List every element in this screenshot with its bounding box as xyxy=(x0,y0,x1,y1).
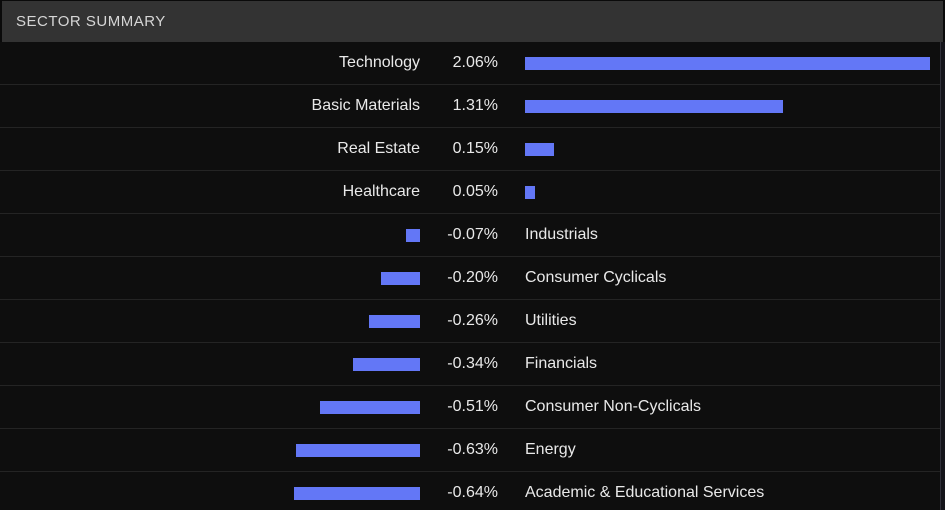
row-right-zone: Industrials xyxy=(525,226,945,244)
sector-row: -0.63% Energy xyxy=(0,429,945,472)
panel-header: SECTOR SUMMARY xyxy=(0,0,945,42)
sector-bar xyxy=(525,142,554,156)
sector-bar xyxy=(369,314,420,328)
sector-label: Basic Materials xyxy=(311,97,420,114)
sector-label: Financials xyxy=(525,355,598,372)
row-right-zone: Utilities xyxy=(525,312,945,330)
sector-value: -0.20% xyxy=(447,269,498,286)
row-left-zone xyxy=(0,228,420,242)
sector-row: -0.51% Consumer Non-Cyclicals xyxy=(0,386,945,429)
sector-bar xyxy=(406,228,420,242)
sector-bar xyxy=(525,185,535,199)
sector-row: -0.07% Industrials xyxy=(0,214,945,257)
row-right-zone xyxy=(525,185,945,199)
sector-row: -0.20% Consumer Cyclicals xyxy=(0,257,945,300)
sector-row: Basic Materials 1.31% xyxy=(0,85,945,128)
sector-label: Consumer Non-Cyclicals xyxy=(525,398,702,415)
row-right-zone: Academic & Educational Services xyxy=(525,484,945,502)
sector-value: -0.64% xyxy=(447,484,498,501)
sector-value: -0.26% xyxy=(447,312,498,329)
sector-bar xyxy=(320,400,420,414)
sector-label: Academic & Educational Services xyxy=(525,484,765,501)
sector-bar xyxy=(381,271,420,285)
sector-label: Utilities xyxy=(525,312,577,329)
sector-value: 0.15% xyxy=(452,140,498,157)
row-right-zone: Consumer Non-Cyclicals xyxy=(525,398,945,416)
sector-value: -0.34% xyxy=(447,355,498,372)
sector-bar xyxy=(353,357,420,371)
row-left-zone: Real Estate xyxy=(0,140,420,158)
panel-title: SECTOR SUMMARY xyxy=(16,13,166,30)
sector-row: Real Estate 0.15% xyxy=(0,128,945,171)
row-right-zone: Consumer Cyclicals xyxy=(525,269,945,287)
sector-label: Healthcare xyxy=(342,183,420,200)
sector-bar xyxy=(525,56,930,70)
row-left-zone: Basic Materials xyxy=(0,97,420,115)
sector-value: -0.63% xyxy=(447,441,498,458)
row-right-zone: Energy xyxy=(525,441,945,459)
row-left-zone xyxy=(0,357,420,371)
sector-value: 0.05% xyxy=(452,183,498,200)
sector-value: -0.07% xyxy=(447,226,498,243)
sector-value: 1.31% xyxy=(452,97,498,114)
sector-row: Healthcare 0.05% xyxy=(0,171,945,214)
sector-row: -0.34% Financials xyxy=(0,343,945,386)
row-left-zone: Healthcare xyxy=(0,183,420,201)
sector-rows: Technology 2.06% Basic Materials 1.31% R… xyxy=(0,42,945,510)
row-left-zone xyxy=(0,314,420,328)
sector-bar xyxy=(296,443,420,457)
sector-row: -0.64% Academic & Educational Services xyxy=(0,472,945,510)
sector-value: 2.06% xyxy=(452,54,498,71)
sector-row: Technology 2.06% xyxy=(0,42,945,85)
sector-bar xyxy=(294,486,420,500)
sector-label: Consumer Cyclicals xyxy=(525,269,667,286)
row-left-zone: Technology xyxy=(0,54,420,72)
sector-label: Energy xyxy=(525,441,576,458)
row-left-zone xyxy=(0,486,420,500)
row-left-zone xyxy=(0,400,420,414)
row-right-zone: Financials xyxy=(525,355,945,373)
scrollbar[interactable] xyxy=(940,42,945,510)
sector-bar xyxy=(525,99,783,113)
sector-label: Technology xyxy=(339,54,420,71)
sector-label: Industrials xyxy=(525,226,598,243)
sector-row: -0.26% Utilities xyxy=(0,300,945,343)
row-right-zone xyxy=(525,56,945,70)
sector-value: -0.51% xyxy=(447,398,498,415)
sector-label: Real Estate xyxy=(337,140,420,157)
row-right-zone xyxy=(525,99,945,113)
row-left-zone xyxy=(0,443,420,457)
row-right-zone xyxy=(525,142,945,156)
row-left-zone xyxy=(0,271,420,285)
